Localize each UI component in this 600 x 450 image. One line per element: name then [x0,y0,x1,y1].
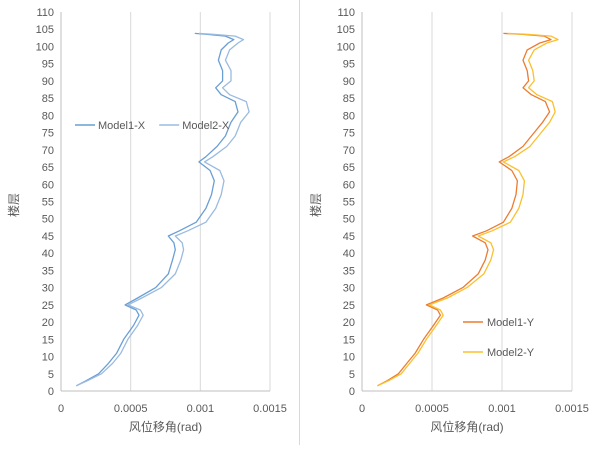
y-tick-label: 0 [349,386,355,398]
chart-panel-1: 0 5 10 15 20 25 30 35 40 45 50 55 60 65 70 75 80 85 90 95 10… [6,7,287,434]
y-tick-label: 40 [42,248,54,260]
y-tick-label: 75 [343,128,355,140]
y-tick-label: 110 [337,7,355,19]
y-tick-label: 50 [42,214,54,226]
y-tick-label: 95 [343,59,355,71]
y-tick-label: 25 [343,300,355,312]
y-tick-label: 100 [36,41,54,53]
x-axis-title: 风位移角(rad) [430,419,503,434]
y-tick-label: 25 [42,300,54,312]
y-tick-label: 0 [48,386,54,398]
x-axis-title: 风位移角(rad) [129,419,202,434]
y-tick-label: 110 [36,7,54,19]
y-tick-label: 15 [343,334,355,346]
x-tick-label: 0.0015 [555,403,589,415]
legend-label: Model1-Y [487,317,535,329]
y-tick-label: 70 [343,145,355,157]
y-tick-label: 80 [42,110,54,122]
y-axis-title: 楼层 [308,193,323,217]
x-tick-label: 0.0005 [415,403,449,415]
y-tick-label: 35 [42,265,54,277]
x-tick-label: 0.001 [488,403,516,415]
y-tick-label: 105 [36,24,54,36]
y-tick-label: 85 [42,93,54,105]
y-tick-label: 35 [343,265,355,277]
y-tick-label: 105 [337,24,355,36]
legend: Model1-Y Model2-Y [463,317,535,359]
y-tick-label: 40 [343,248,355,260]
y-tick-label: 60 [343,179,355,191]
panel-divider [299,0,300,445]
y-tick-label: 90 [42,76,54,88]
x-tick-label: 0.001 [187,403,215,415]
chart-panel-2: 0 5 10 15 20 25 30 35 40 45 50 55 60 65 70 75 80 85 90 95 10… [308,7,589,434]
x-tick-label: 0.0005 [114,403,148,415]
series-line-model1-y [377,32,552,387]
y-tick-label: 5 [48,369,54,381]
y-tick-label: 75 [42,128,54,140]
y-tick-label: 45 [343,231,355,243]
series-line-model2-y [377,32,559,387]
y-tick-label: 30 [42,283,54,295]
y-tick-label: 100 [337,41,355,53]
legend: Model1-X Model2-X [75,120,230,132]
y-tick-label: 30 [343,283,355,295]
x-tick-label: 0 [58,403,64,415]
x-tick-label: 0 [359,403,365,415]
y-tick-label: 10 [343,352,355,364]
y-tick-label: 55 [42,197,54,209]
series-line-model1-x [75,32,239,387]
y-tick-label: 95 [42,59,54,71]
y-tick-label: 5 [349,369,355,381]
y-tick-label: 55 [343,197,355,209]
legend-label: Model2-Y [487,347,535,359]
legend-label: Model2-X [182,120,230,132]
y-tick-label: 10 [42,352,54,364]
y-tick-label: 80 [343,110,355,122]
y-tick-label: 65 [42,162,54,174]
y-tick-label: 50 [343,214,355,226]
x-tick-label: 0.0015 [253,403,287,415]
y-tick-label: 70 [42,145,54,157]
y-tick-label: 60 [42,179,54,191]
series-line-model2-x [76,32,250,387]
legend-label: Model1-X [98,120,146,132]
y-axis-title: 楼层 [6,193,21,217]
y-tick-label: 20 [42,317,54,329]
y-tick-label: 45 [42,231,54,243]
y-tick-label: 85 [343,93,355,105]
y-tick-label: 15 [42,334,54,346]
y-tick-label: 90 [343,76,355,88]
y-tick-label: 20 [343,317,355,329]
y-tick-label: 65 [343,162,355,174]
